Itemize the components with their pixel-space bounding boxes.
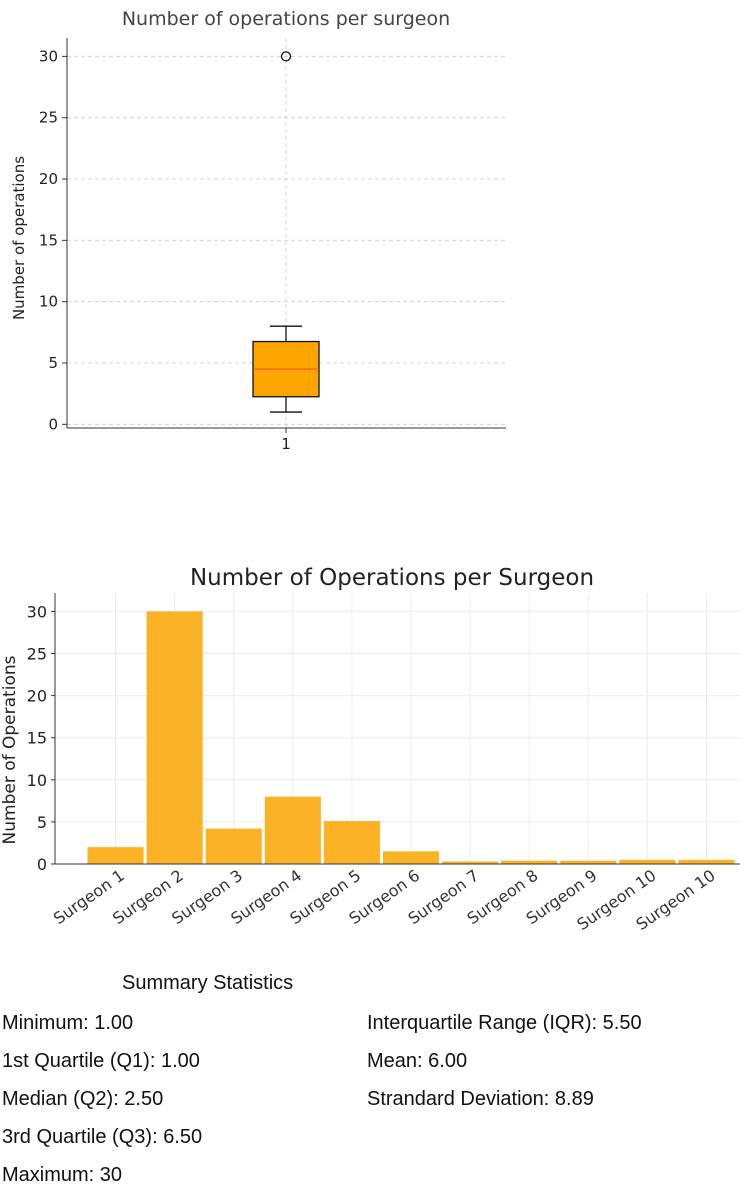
bar-chart: Number of Operations per Surgeon Number … — [0, 565, 740, 934]
boxplot-chart: Number of operations per surgeon Number … — [10, 8, 506, 453]
boxplot-y-axis-label: Number of operations — [10, 156, 28, 320]
bar-chart-y-tick-label: 30 — [27, 602, 47, 621]
bar-chart-title: Number of Operations per Surgeon — [190, 565, 594, 591]
bar-5 — [323, 821, 380, 864]
stat-iqr: Interquartile Range (IQR)5.50 — [367, 1012, 642, 1035]
bar-chart-y-tick-label: 10 — [27, 771, 47, 790]
bar-2 — [146, 611, 203, 864]
bar-4 — [264, 796, 321, 864]
stat-median: Median (Q2)2.50 — [2, 1088, 163, 1111]
bar-6 — [382, 851, 440, 864]
boxplot-outlier — [280, 51, 292, 62]
bar-9 — [560, 860, 617, 864]
boxplot-title: Number of operations per surgeon — [122, 8, 450, 30]
stat-mean: Mean6.00 — [367, 1050, 467, 1073]
boxplot-y-tick-label: 20 — [39, 170, 58, 188]
bar-8 — [501, 860, 558, 864]
bar-11 — [678, 859, 735, 864]
bar-chart-y-tick-label: 0 — [37, 855, 47, 874]
bar-10 — [619, 859, 676, 864]
bar-chart-y-tick-label: 5 — [37, 813, 47, 832]
summary-title: Summary Statistics — [122, 972, 294, 994]
bar-1 — [87, 847, 144, 864]
bar-chart-y-axis-label: Number of Operations — [0, 655, 20, 844]
bar-3 — [205, 828, 262, 864]
summary-statistics: Summary Statistics Minimum1.00 1st Quart… — [0, 968, 750, 1192]
boxplot-y-tick-label: 5 — [48, 354, 58, 372]
boxplot-x-tick-label: 1 — [281, 435, 291, 453]
stat-maximum: Maximum30 — [2, 1164, 122, 1187]
boxplot-y-tick-label: 15 — [39, 231, 58, 249]
stat-q1: 1st Quartile (Q1)1.00 — [2, 1050, 200, 1073]
boxplot-y-tick-label: 10 — [39, 293, 58, 311]
bar-chart-y-tick-label: 15 — [27, 729, 47, 748]
stat-minimum: Minimum1.00 — [2, 1012, 133, 1035]
boxplot-y-tick-label: 0 — [48, 415, 58, 433]
bar-7 — [442, 861, 499, 864]
bar-chart-y-tick-label: 20 — [27, 687, 47, 706]
stat-std-dev: Strandard Deviation8.89 — [367, 1088, 594, 1111]
stat-q3: 3rd Quartile (Q3)6.50 — [2, 1126, 202, 1149]
boxplot-y-tick-label: 25 — [39, 109, 58, 127]
bar-chart-y-tick-label: 25 — [27, 645, 47, 664]
boxplot-y-tick-label: 30 — [39, 47, 58, 65]
